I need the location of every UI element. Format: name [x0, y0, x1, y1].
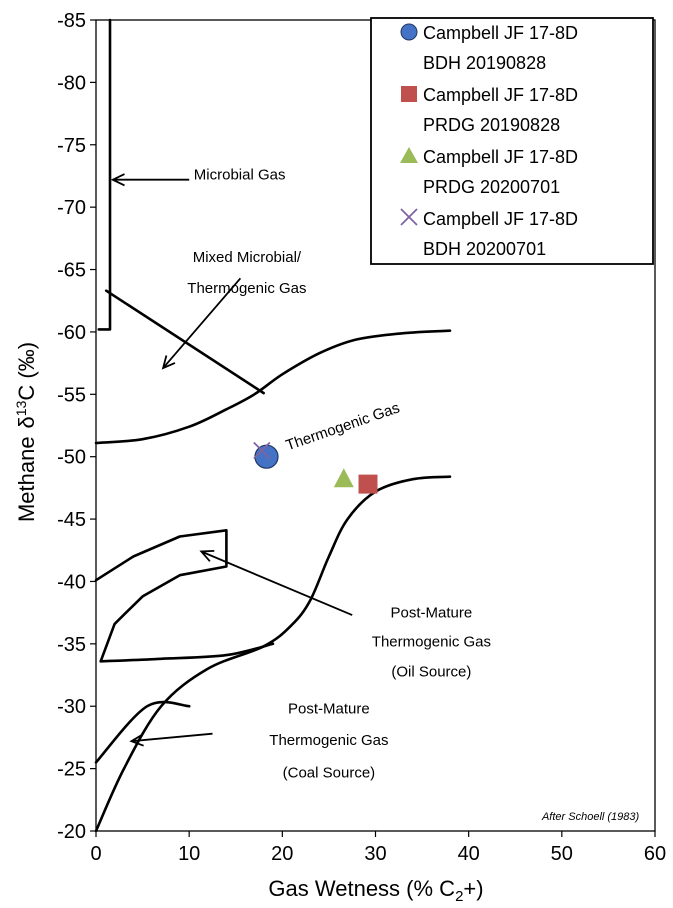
axes: 0 10 20 30 40 50 60 -20 -25 -30 -35 -40 -45 -50 -55 -60…	[57, 10, 666, 865]
coal-source-arrow	[129, 732, 213, 747]
y-tick-label: -70	[57, 197, 86, 219]
legend-entry: Campbell JF 17-8D PRDG 20190828	[401, 85, 578, 135]
legend: Campbell JF 17-8D BDH 20190828 Campbell …	[370, 17, 654, 265]
label-pm-coal-line2: Thermogenic Gas	[269, 732, 388, 749]
legend-triangle-marker	[400, 147, 418, 163]
label-pm-oil-line2: Thermogenic Gas	[372, 633, 491, 650]
legend-label-line1: Campbell JF 17-8D	[423, 209, 578, 229]
legend-label-line1: Campbell JF 17-8D	[423, 85, 578, 105]
label-pm-coal-line1: Post-Mature	[288, 701, 370, 718]
legend-square-marker	[401, 86, 417, 102]
data-points	[253, 441, 378, 494]
label-mixed-line2: Thermogenic Gas	[187, 280, 306, 297]
thermogenic-lower-boundary	[94, 475, 452, 833]
label-pm-oil-line1: Post-Mature	[391, 605, 473, 622]
data-point-circle	[254, 444, 279, 469]
legend-entry: Campbell JF 17-8D BDH 20190828	[400, 23, 578, 73]
y-tick-label: -65	[57, 260, 86, 282]
x-tick-label: 40	[458, 843, 480, 865]
zone-labels: Microbial Gas Mixed Microbial/Thermogenic…	[187, 167, 639, 823]
y-tick-label: -40	[57, 572, 86, 594]
coal-source-boundary	[94, 700, 191, 764]
y-tick-label: -55	[57, 384, 86, 406]
y-tick-label: -50	[57, 447, 86, 469]
y-tick-label: -80	[57, 72, 86, 94]
microbial-arrow	[110, 173, 190, 187]
zone-arrows	[110, 173, 353, 747]
microbial-zone-boundary	[97, 18, 112, 331]
x-tick-label: 20	[271, 843, 293, 865]
legend-label-line2: PRDG 20190828	[423, 115, 560, 135]
x-tick-label: 10	[178, 843, 200, 865]
y-tick-label: -45	[57, 509, 86, 531]
legend-x-marker	[400, 208, 418, 226]
y-tick-label: -75	[57, 135, 86, 157]
legend-box	[370, 17, 654, 265]
label-mixed-line1: Mixed Microbial/	[193, 249, 302, 266]
oil-source-boundary	[99, 642, 275, 663]
legend-entry: Campbell JF 17-8D PRDG 20200701	[400, 147, 578, 197]
oil-source-upper-edge	[94, 529, 228, 663]
data-point-square	[358, 474, 378, 494]
y-tick-label: -25	[57, 759, 86, 781]
data-point-x	[253, 441, 271, 460]
x-tick-label: 60	[644, 843, 666, 865]
y-axis-title: Methaneδ13C (‰)	[13, 342, 39, 522]
y-tick-label: -30	[57, 696, 86, 718]
legend-label-line2: BDH 20200701	[423, 239, 546, 259]
label-credit: After Schoell (1983)	[541, 811, 640, 823]
legend-label-line1: Campbell JF 17-8D	[423, 23, 578, 43]
label-microbial: Microbial Gas	[194, 167, 286, 184]
legend-label-line2: PRDG 20200701	[423, 177, 560, 197]
x-axis-title: Gas Wetness (% C2+)	[268, 876, 483, 905]
y-tick-label: -85	[57, 10, 86, 32]
y-tick-label: -60	[57, 322, 86, 344]
y-tick-label: -35	[57, 634, 86, 656]
oil-source-arrow	[199, 550, 353, 616]
x-tick-label: 30	[364, 843, 386, 865]
x-tick-label: 0	[90, 843, 101, 865]
legend-label-line1: Campbell JF 17-8D	[423, 147, 578, 167]
legend-circle-marker	[400, 23, 418, 41]
legend-entry: Campbell JF 17-8D BDH 20200701	[400, 208, 578, 259]
mixed-arrow	[161, 277, 242, 370]
thermogenic-upper-boundary	[94, 329, 452, 445]
legend-label-line2: BDH 20190828	[423, 53, 546, 73]
label-thermogenic: Thermogenic Gas	[284, 399, 402, 454]
x-tick-label: 50	[551, 843, 573, 865]
label-pm-coal-line3: (Coal Source)	[283, 764, 376, 781]
data-point-triangle	[333, 468, 354, 488]
label-pm-oil-line3: (Oil Source)	[391, 663, 471, 680]
y-tick-label: -20	[57, 821, 86, 843]
